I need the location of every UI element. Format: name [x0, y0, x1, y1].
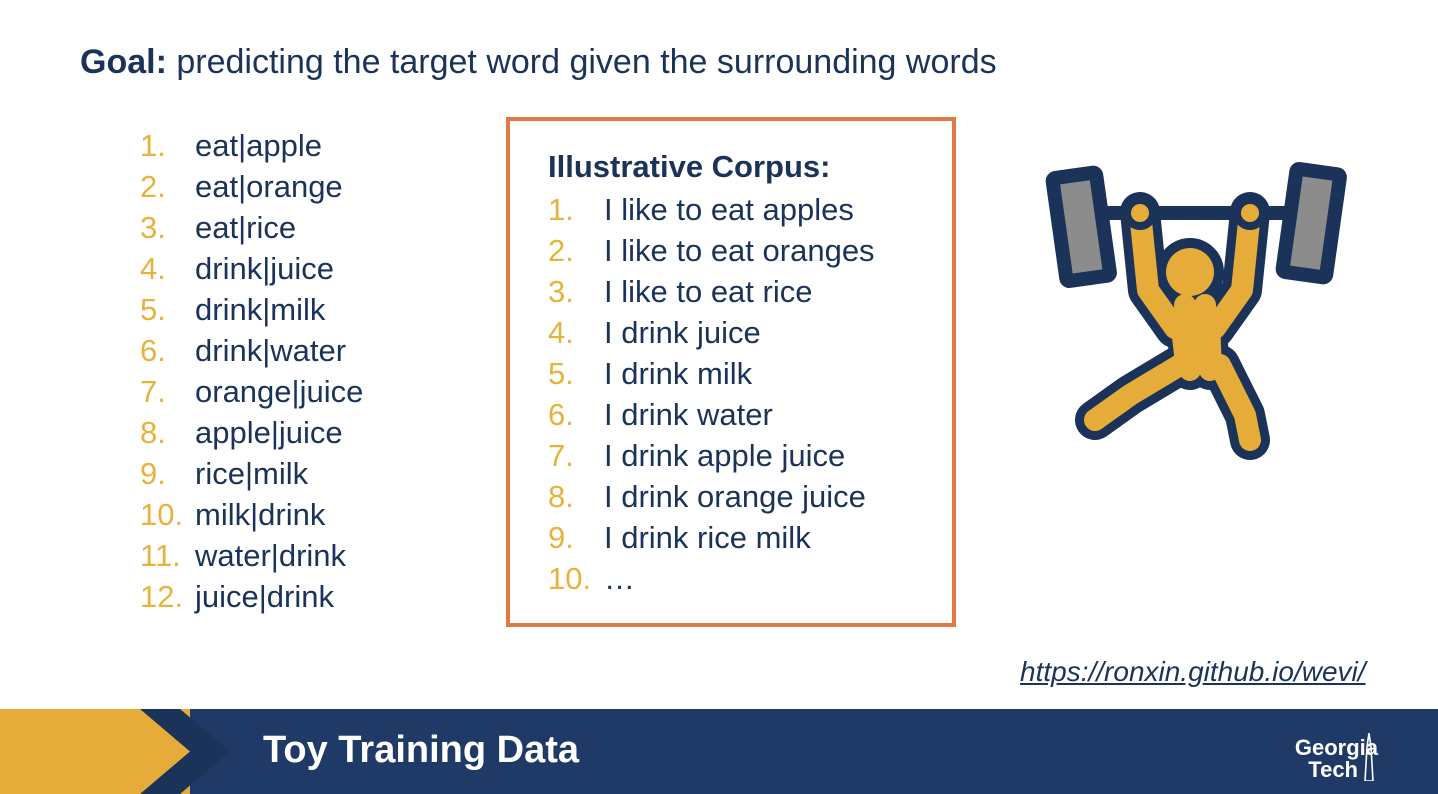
item-number: 9.: [140, 456, 166, 491]
training-pairs-list: 1. eat|apple 2. eat|orange 3. eat|rice 4. dr…: [140, 125, 363, 617]
item-number: 2.: [548, 233, 574, 268]
list-item: 1. eat|apple: [140, 125, 363, 166]
goal-text: predicting the target word given the sur…: [176, 43, 997, 81]
item-text: rice|milk: [195, 456, 309, 491]
item-text: …: [604, 561, 635, 596]
item-number: 12.: [140, 579, 184, 614]
item-number: 6.: [548, 397, 574, 432]
wevi-link[interactable]: https://ronxin.github.io/wevi/: [1020, 656, 1366, 687]
list-item: 6. drink|water: [140, 330, 363, 371]
slide-title: Toy Training Data: [263, 729, 580, 771]
item-text: eat|rice: [195, 210, 297, 245]
list-item: 3. eat|rice: [140, 207, 363, 248]
item-text: I drink water: [604, 397, 773, 432]
item-number: 1.: [140, 128, 166, 163]
list-item: 2. eat|orange: [140, 166, 363, 207]
item-text: I like to eat apples: [604, 192, 854, 227]
item-text: I drink apple juice: [604, 438, 846, 473]
goal-label: Goal:: [80, 43, 167, 81]
item-text: drink|water: [195, 333, 347, 368]
item-number: 4.: [548, 315, 574, 350]
list-item: 12. juice|drink: [140, 576, 363, 617]
item-number: 1.: [548, 192, 574, 227]
item-number: 11.: [140, 538, 181, 573]
list-item: 10. …: [548, 558, 875, 599]
item-text: I drink orange juice: [604, 479, 866, 514]
list-item: 8. I drink orange juice: [548, 476, 875, 517]
item-number: 5.: [140, 292, 166, 327]
list-item: 9. rice|milk: [140, 453, 363, 494]
item-text: I like to eat rice: [604, 274, 813, 309]
item-number: 2.: [140, 169, 166, 204]
item-number: 5.: [548, 356, 574, 391]
list-item: 3. I like to eat rice: [548, 271, 875, 312]
item-text: eat|orange: [195, 169, 343, 204]
item-number: 4.: [140, 251, 166, 286]
item-number: 3.: [140, 210, 166, 245]
footer-bar: Toy Training Data Georgia Tech: [0, 709, 1438, 794]
list-item: 5. drink|milk: [140, 289, 363, 330]
item-number: 6.: [140, 333, 166, 368]
logo-line-2: Tech: [1308, 757, 1358, 782]
item-text: I drink rice milk: [604, 520, 811, 555]
item-text: juice|drink: [195, 579, 335, 614]
corpus-list: 1. I like to eat apples 2. I like to eat o…: [548, 189, 875, 599]
corpus-title: Illustrative Corpus:: [548, 149, 831, 184]
item-text: drink|juice: [195, 251, 335, 286]
item-number: 8.: [548, 479, 574, 514]
item-number: 7.: [548, 438, 574, 473]
list-item: 6. I drink water: [548, 394, 875, 435]
corpus-box: [506, 117, 956, 627]
item-text: I drink milk: [604, 356, 753, 391]
list-item: 5. I drink milk: [548, 353, 875, 394]
item-number: 10.: [140, 497, 184, 532]
item-number: 3.: [548, 274, 574, 309]
list-item: 10. milk|drink: [140, 494, 363, 535]
item-number: 9.: [548, 520, 574, 555]
item-number: 8.: [140, 415, 166, 450]
item-text: apple|juice: [195, 415, 343, 450]
weightlifter-icon: [1045, 161, 1347, 460]
list-item: 4. drink|juice: [140, 248, 363, 289]
tower-icon: [1364, 733, 1374, 781]
item-text: drink|milk: [195, 292, 326, 327]
item-text: I drink juice: [604, 315, 761, 350]
list-item: 4. I drink juice: [548, 312, 875, 353]
item-text: milk|drink: [195, 497, 326, 532]
chevron-right-icon: [140, 709, 230, 794]
item-number: 7.: [140, 374, 166, 409]
item-number: 10.: [548, 561, 592, 596]
logo-line-1: Georgia: [1294, 735, 1378, 760]
list-item: 7. orange|juice: [140, 371, 363, 412]
list-item: 1. I like to eat apples: [548, 189, 875, 230]
georgia-tech-logo: Georgia Tech: [1268, 737, 1378, 781]
list-item: 11. water|drink: [140, 535, 363, 576]
item-text: orange|juice: [195, 374, 364, 409]
goal-statement: Goal: predicting the target word given t…: [80, 40, 997, 84]
item-text: eat|apple: [195, 128, 322, 163]
list-item: 7. I drink apple juice: [548, 435, 875, 476]
item-text: I like to eat oranges: [604, 233, 875, 268]
list-item: 2. I like to eat oranges: [548, 230, 875, 271]
item-text: water|drink: [195, 538, 347, 573]
list-item: 9. I drink rice milk: [548, 517, 875, 558]
list-item: 8. apple|juice: [140, 412, 363, 453]
